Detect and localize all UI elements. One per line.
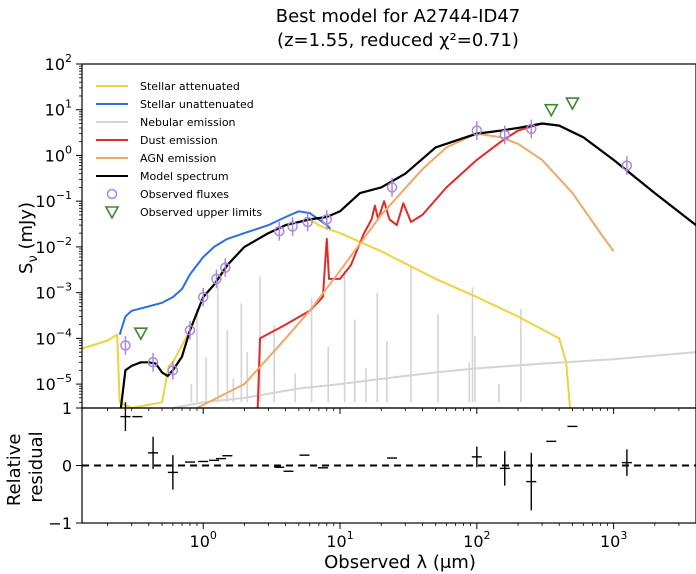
x-tick-label: 102 bbox=[463, 529, 490, 551]
y-tick-label: 101 bbox=[45, 98, 72, 120]
legend-label: Observed fluxes bbox=[140, 188, 229, 201]
y-tick-label: 10−4 bbox=[35, 326, 72, 348]
observed-flux-point bbox=[321, 214, 333, 225]
legend-swatch bbox=[104, 206, 120, 220]
observed-flux-point bbox=[274, 226, 285, 237]
chart-subtitle: (z=1.55, reduced χ²=0.71) bbox=[277, 30, 519, 51]
sed-panel: 102 101 100 10−1 10−2 10−3 10−4 10−5 Stellar att… bbox=[35, 52, 696, 414]
legend-label: Stellar attenuated bbox=[140, 80, 240, 93]
observed-flux-point bbox=[499, 129, 511, 141]
series-line-nebular-emission bbox=[172, 351, 696, 408]
observed-flux-point bbox=[302, 216, 313, 228]
legend-label: Observed upper limits bbox=[140, 206, 262, 219]
series-line-agn-emission bbox=[196, 132, 615, 408]
observed-flux-point bbox=[386, 182, 398, 193]
y-tick-label: 10−2 bbox=[35, 235, 72, 257]
residual-y-tick-label: −1 bbox=[48, 514, 72, 533]
upper-limit-marker bbox=[565, 97, 580, 111]
upper-limit-marker bbox=[543, 103, 559, 118]
y-tick-label: 10−5 bbox=[35, 372, 72, 394]
observed-flux-point bbox=[211, 273, 222, 285]
observed-flux-point bbox=[197, 291, 209, 303]
bottom-ylabel: Relative residual bbox=[4, 428, 47, 506]
observed-flux-point bbox=[147, 357, 159, 368]
observed-flux-point bbox=[120, 340, 131, 351]
upper-limit-marker bbox=[133, 327, 149, 341]
series-line-dust-emission bbox=[256, 122, 696, 408]
legend-label: AGN emission bbox=[140, 152, 216, 165]
x-tick-label: 103 bbox=[600, 529, 627, 551]
legend-label: Stellar unattenuated bbox=[140, 98, 254, 111]
legend-label: Dust emission bbox=[140, 134, 218, 147]
observed-flux-point bbox=[471, 125, 483, 136]
y-tick-label: 100 bbox=[45, 143, 72, 165]
observed-flux-point bbox=[287, 221, 298, 232]
legend-swatch bbox=[106, 188, 118, 200]
observed-flux-point bbox=[526, 123, 537, 135]
residual-y-tick-label: 1 bbox=[62, 399, 72, 418]
top-plot-area bbox=[82, 97, 696, 408]
x-tick-label: 100 bbox=[190, 529, 217, 551]
bottom-xlabel: Observed λ (μm) bbox=[324, 552, 476, 573]
y-tick-label: 102 bbox=[45, 52, 72, 74]
observed-flux-point bbox=[167, 365, 179, 376]
x-tick-label: 101 bbox=[326, 529, 353, 551]
residual-y-tick-label: 0 bbox=[62, 457, 72, 476]
observed-flux-point bbox=[621, 160, 633, 171]
legend-label: Nebular emission bbox=[140, 116, 236, 129]
y-tick-label: 10−3 bbox=[35, 281, 72, 303]
observed-flux-point bbox=[220, 262, 231, 274]
legend-label: Model spectrum bbox=[140, 170, 229, 183]
y-tick-label: 10−1 bbox=[35, 189, 72, 211]
residual-panel: 1 0 −1 100 101 102 103 bbox=[48, 399, 696, 551]
legend: Stellar attenuated Stellar unattenuated Ne… bbox=[96, 80, 262, 220]
observed-flux-point bbox=[184, 325, 196, 336]
chart-title: Best model for A2744-ID47 bbox=[276, 6, 521, 27]
